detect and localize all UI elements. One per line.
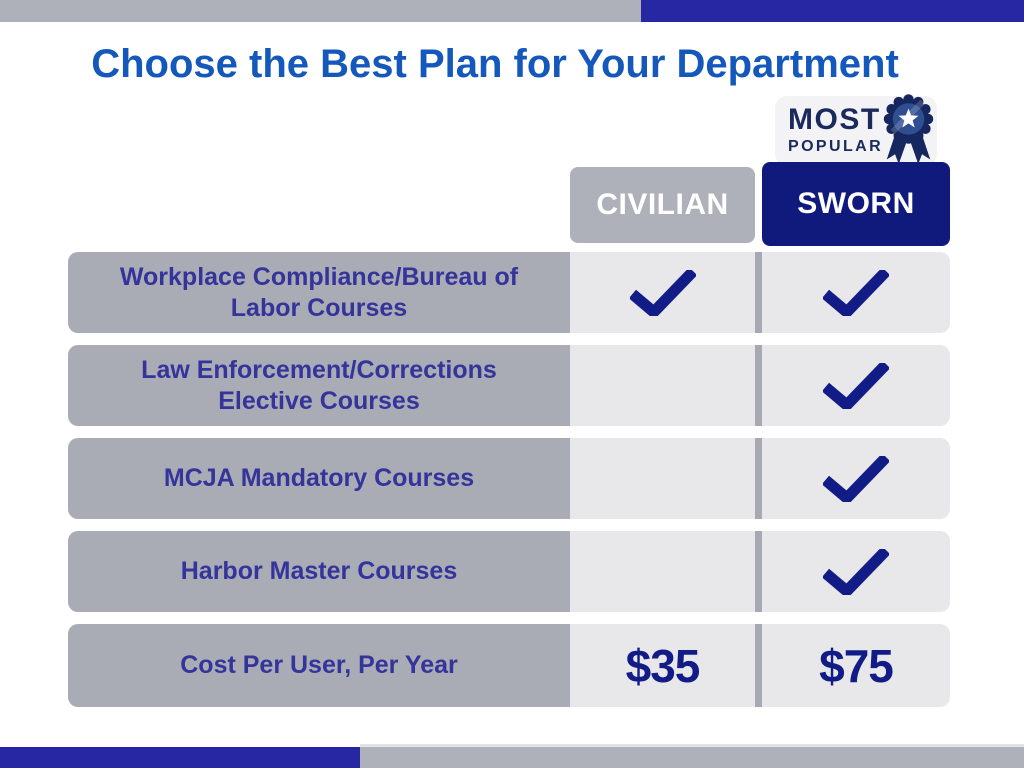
price-row-label: Cost Per User, Per Year — [68, 624, 570, 707]
check-icon — [823, 362, 889, 409]
page-title: Choose the Best Plan for Your Department — [91, 42, 899, 86]
sworn-cell — [762, 531, 950, 612]
feature-label: Law Enforcement/Corrections Elective Cou… — [68, 345, 570, 426]
top-bar-blue-segment — [641, 0, 1024, 22]
bottom-bar-blue-segment — [0, 747, 360, 768]
column-divider — [755, 531, 762, 612]
column-header-sworn: SWORN — [762, 162, 950, 246]
table-row: Law Enforcement/Corrections Elective Cou… — [68, 345, 950, 426]
comparison-table: Workplace Compliance/Bureau of Labor Cou… — [68, 252, 950, 719]
check-icon — [823, 455, 889, 502]
bottom-bar-top-edge — [360, 744, 1024, 747]
column-divider — [755, 252, 762, 333]
civilian-cell — [570, 438, 755, 519]
sworn-cell — [762, 438, 950, 519]
column-divider — [755, 438, 762, 519]
civilian-cell — [570, 252, 755, 333]
top-bar-gray-segment — [0, 0, 641, 22]
sworn-price: $75 — [819, 639, 894, 692]
feature-label: MCJA Mandatory Courses — [68, 438, 570, 519]
feature-label: Workplace Compliance/Bureau of Labor Cou… — [68, 252, 570, 333]
check-icon — [823, 269, 889, 316]
table-row: Workplace Compliance/Bureau of Labor Cou… — [68, 252, 950, 333]
sworn-cell — [762, 345, 950, 426]
check-icon — [629, 269, 696, 316]
table-row: Harbor Master Courses — [68, 531, 950, 612]
civilian-price-cell: $35 — [570, 624, 755, 707]
star-icon — [898, 108, 919, 128]
column-divider — [755, 345, 762, 426]
column-divider — [755, 624, 762, 707]
sworn-cell — [762, 252, 950, 333]
badge-text-popular: POPULAR — [788, 138, 884, 155]
check-icon — [823, 548, 889, 595]
badge-text-most: MOST — [788, 103, 881, 136]
table-row: MCJA Mandatory Courses — [68, 438, 950, 519]
civilian-price: $35 — [625, 639, 701, 692]
feature-label: Harbor Master Courses — [68, 531, 570, 612]
civilian-cell — [570, 531, 755, 612]
column-header-civilian: CIVILIAN — [570, 167, 755, 243]
award-ribbon-icon — [883, 94, 934, 164]
sworn-price-cell: $75 — [762, 624, 950, 707]
bottom-bar-gray-segment — [360, 747, 1024, 768]
civilian-cell — [570, 345, 755, 426]
price-row: Cost Per User, Per Year $35 $75 — [68, 624, 950, 707]
